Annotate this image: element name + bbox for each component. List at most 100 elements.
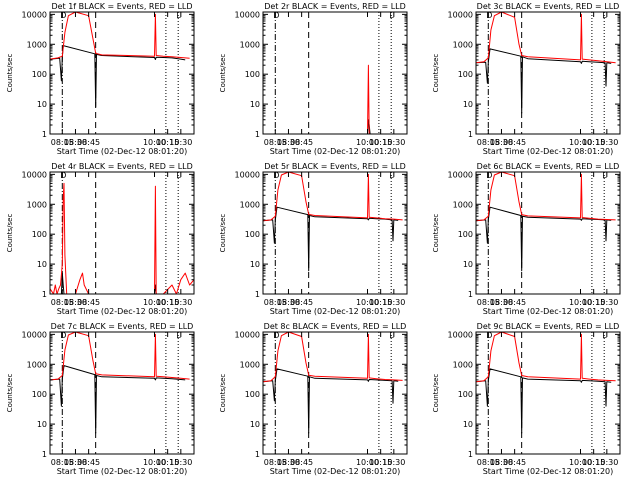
x-tick-label: 10:30 xyxy=(595,458,618,467)
x-axis-label: Start Time (02-Dec-12 08:01:20) xyxy=(270,307,401,316)
plot-frame xyxy=(49,331,195,455)
y-axis-label: Counts/sec xyxy=(219,54,227,93)
x-tick-label: 10:15 xyxy=(156,138,179,147)
marker-label: D xyxy=(273,331,279,340)
series-red-line xyxy=(262,331,403,383)
x-tick-label: 08:45 xyxy=(290,298,313,307)
y-tick-label: 1 xyxy=(255,130,260,139)
x-tick-label: 08:30 xyxy=(64,458,87,467)
x-tick-label: 08:30 xyxy=(277,138,300,147)
x-tick-label: 10:15 xyxy=(582,458,605,467)
x-axis-label: Start Time (02-Dec-12 08:01:20) xyxy=(57,467,188,476)
series-black-line xyxy=(475,48,612,114)
series-red-line xyxy=(475,331,616,383)
plot-frame xyxy=(262,171,408,295)
x-tick-label: 10:15 xyxy=(369,138,392,147)
series-black-line xyxy=(475,368,612,434)
x-tick-label: 10:15 xyxy=(156,458,179,467)
y-tick-label: 1000 xyxy=(240,200,260,209)
x-tick-label: 08:30 xyxy=(490,138,513,147)
y-tick-label: 10000 xyxy=(448,330,473,339)
y-axis-label: Counts/sec xyxy=(6,374,14,413)
series-red-line xyxy=(49,182,195,295)
x-tick-label: 10:15 xyxy=(156,298,179,307)
x-axis-label: Start Time (02-Dec-12 08:01:20) xyxy=(270,147,401,156)
marker-label: L xyxy=(602,171,607,180)
plot-frame xyxy=(475,11,621,135)
x-tick-label: 10:15 xyxy=(369,458,392,467)
marker-label: D xyxy=(486,11,492,20)
x-axis-label: Start Time (02-Dec-12 08:01:20) xyxy=(57,147,188,156)
series-red-line xyxy=(263,64,407,135)
y-axis-label: Counts/sec xyxy=(432,374,440,413)
y-tick-label: 10 xyxy=(37,100,47,109)
y-axis-label: Counts/sec xyxy=(432,54,440,93)
x-tick-label: 08:15 xyxy=(477,458,500,467)
x-tick-label: 08:15 xyxy=(51,138,74,147)
marker-label: L xyxy=(389,171,394,180)
y-tick-label: 10 xyxy=(37,420,47,429)
y-tick-label: 10000 xyxy=(448,170,473,179)
y-tick-label: 1 xyxy=(42,290,47,299)
y-tick-label: 100 xyxy=(458,390,473,399)
y-axis-label: Counts/sec xyxy=(219,374,227,413)
x-tick-label: 10:30 xyxy=(382,298,405,307)
chart-title: Det 2r BLACK = Events, RED = LLD xyxy=(264,2,406,11)
chart-title: Det 5r BLACK = Events, RED = LLD xyxy=(264,162,406,171)
x-tick-label: 10:00 xyxy=(143,138,166,147)
x-tick-label: 10:00 xyxy=(569,458,592,467)
x-axis-label: Start Time (02-Dec-12 08:01:20) xyxy=(483,307,614,316)
y-tick-label: 10000 xyxy=(22,170,47,179)
y-tick-label: 1 xyxy=(255,290,260,299)
x-tick-label: 10:00 xyxy=(356,138,379,147)
x-tick-label: 10:15 xyxy=(582,298,605,307)
marker-label: D xyxy=(273,171,279,180)
series-black-line xyxy=(49,365,186,434)
x-tick-label: 08:45 xyxy=(290,138,313,147)
series-black-line xyxy=(475,206,612,272)
x-tick-label: 10:30 xyxy=(595,138,618,147)
marker-label: L xyxy=(602,331,607,340)
y-tick-label: 10 xyxy=(463,260,473,269)
y-tick-label: 1000 xyxy=(27,200,47,209)
y-tick-label: 10000 xyxy=(235,170,260,179)
marker-label: L xyxy=(389,331,394,340)
x-tick-label: 08:45 xyxy=(77,138,100,147)
x-axis-label: Start Time (02-Dec-12 08:01:20) xyxy=(483,147,614,156)
plot-frame xyxy=(49,11,195,135)
series-red-line xyxy=(262,171,403,222)
marker-label: L xyxy=(176,171,181,180)
x-tick-label: 08:45 xyxy=(77,458,100,467)
chart-title: Det 4r BLACK = Events, RED = LLD xyxy=(51,162,193,171)
marker-label: L xyxy=(176,11,181,20)
x-tick-label: 10:00 xyxy=(143,298,166,307)
y-tick-label: 100 xyxy=(458,230,473,239)
x-tick-label: 10:15 xyxy=(582,138,605,147)
y-tick-label: 100 xyxy=(245,70,260,79)
x-tick-label: 08:30 xyxy=(277,458,300,467)
y-tick-label: 100 xyxy=(458,70,473,79)
y-tick-label: 10 xyxy=(463,420,473,429)
x-tick-label: 08:45 xyxy=(77,298,100,307)
x-tick-label: 10:15 xyxy=(369,298,392,307)
x-tick-label: 08:45 xyxy=(503,298,526,307)
y-tick-label: 10 xyxy=(37,260,47,269)
y-tick-label: 100 xyxy=(32,70,47,79)
x-tick-label: 08:30 xyxy=(64,298,87,307)
series-black-line xyxy=(262,206,399,272)
y-axis-label: Counts/sec xyxy=(6,214,14,253)
series-red-line xyxy=(49,11,190,60)
x-tick-label: 08:15 xyxy=(264,298,287,307)
chart-title: Det 1f BLACK = Events, RED = LLD xyxy=(51,2,192,11)
marker-label: D xyxy=(60,11,66,20)
y-tick-label: 1000 xyxy=(453,360,473,369)
plot-frame xyxy=(262,331,408,455)
y-tick-label: 1 xyxy=(255,450,260,459)
x-tick-label: 08:45 xyxy=(503,458,526,467)
